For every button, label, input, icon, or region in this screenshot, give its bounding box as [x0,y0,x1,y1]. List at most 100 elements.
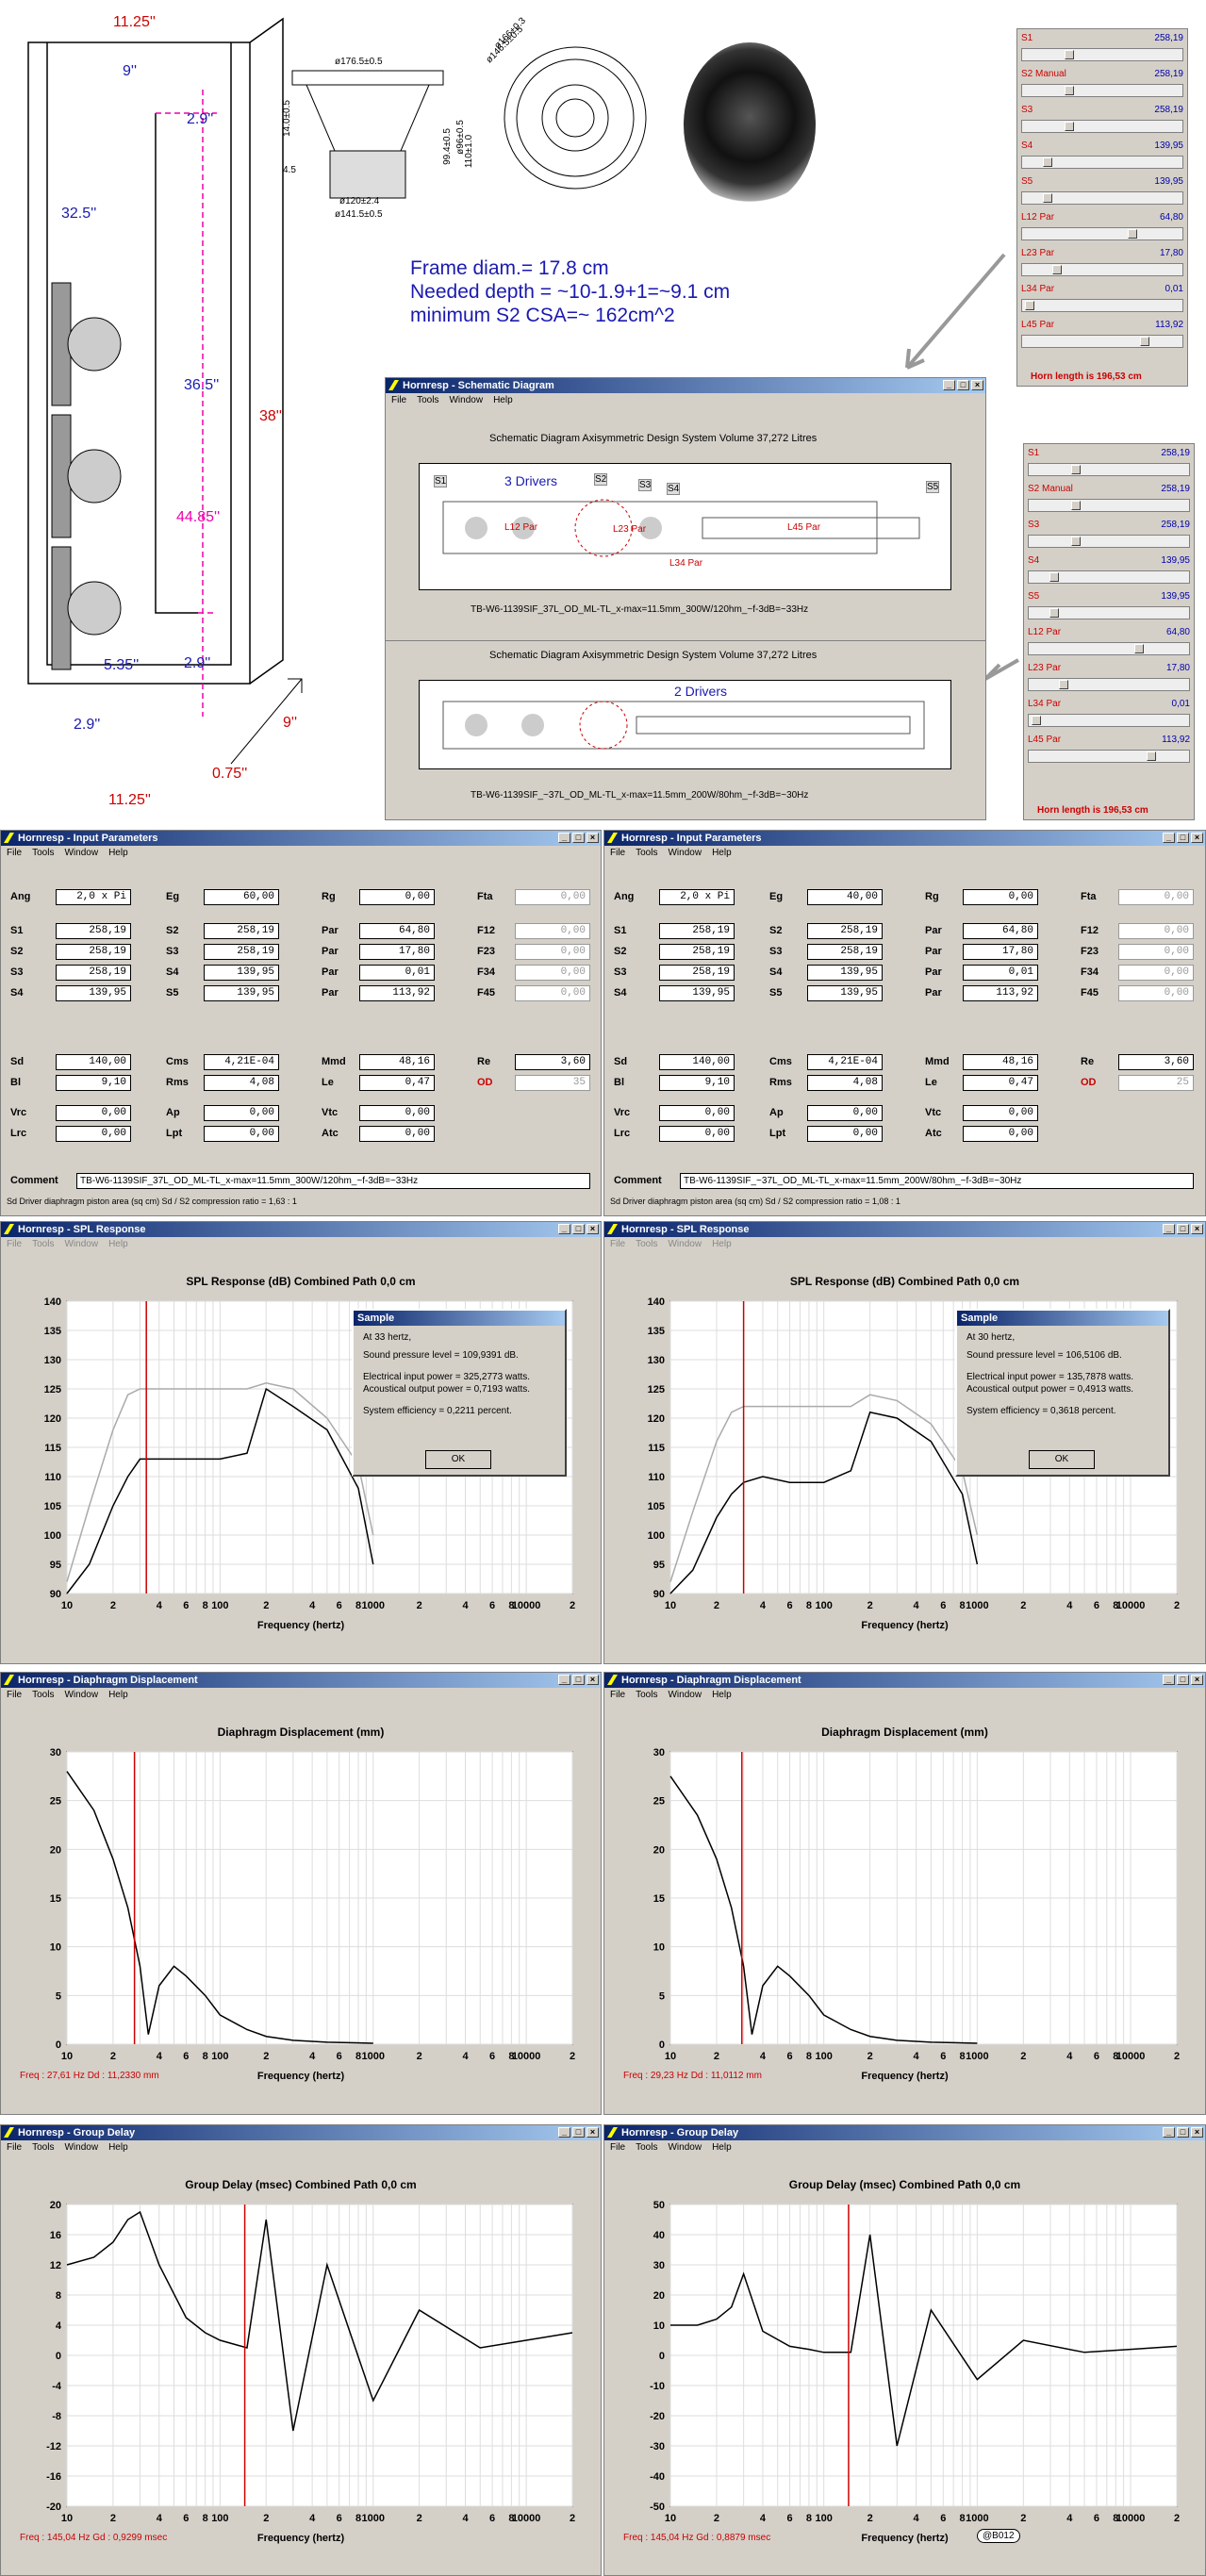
slider-track[interactable] [1028,606,1190,619]
close-icon[interactable]: × [586,1224,599,1234]
field-s5p[interactable]: 113,92 [359,985,435,1001]
field-eg[interactable]: 60,00 [204,889,279,905]
menu-file[interactable]: File [610,1239,626,1249]
slider-track[interactable] [1021,156,1183,169]
slider-thumb[interactable] [1128,229,1137,239]
minimize-icon[interactable]: _ [558,1675,570,1685]
field-s3[interactable]: 258,19 [204,944,279,960]
slider-thumb[interactable] [1064,50,1074,59]
field-f23[interactable]: 0,00 [1118,944,1194,960]
field-le[interactable]: 0,47 [963,1075,1038,1091]
slider-thumb[interactable] [1043,193,1053,203]
comment-field[interactable]: TB-W6-1139SIF_~37L_OD_ML-TL_x-max=11.5mm… [680,1173,1194,1189]
field-ap[interactable]: 0,00 [807,1105,883,1121]
field-eg[interactable]: 40,00 [807,889,883,905]
menu-tools[interactable]: Tools [636,848,658,858]
slider-thumb[interactable] [1070,537,1081,546]
slider-track[interactable] [1021,227,1183,240]
field-s2b[interactable]: 258,19 [56,944,131,960]
slider-thumb[interactable] [1032,716,1042,725]
field-re[interactable]: 3,60 [515,1054,590,1070]
maximize-icon[interactable]: □ [1177,833,1189,843]
menu-file[interactable]: File [7,848,23,858]
slider-thumb[interactable] [1139,337,1149,346]
menu-file[interactable]: File [7,2142,23,2153]
slider-track[interactable] [1028,463,1190,476]
field-s5[interactable]: 139,95 [204,985,279,1001]
comment-field[interactable]: TB-W6-1139SIF_37L_OD_ML-TL_x-max=11.5mm_… [76,1173,590,1189]
menu-help[interactable]: Help [712,1239,732,1249]
slider-track[interactable] [1028,678,1190,691]
field-s5[interactable]: 139,95 [807,985,883,1001]
ok-button[interactable]: OK [425,1450,491,1469]
field-sd[interactable]: 140,00 [56,1054,131,1070]
slider-thumb[interactable] [1049,608,1060,618]
slider-track[interactable] [1028,642,1190,655]
field-s4[interactable]: 139,95 [807,965,883,981]
field-rms[interactable]: 4,08 [204,1075,279,1091]
field-s2[interactable]: 258,19 [204,923,279,939]
close-icon[interactable]: × [586,1675,599,1685]
field-s4p[interactable]: 0,01 [963,965,1038,981]
slider-thumb[interactable] [1134,644,1144,653]
menu-help[interactable]: Help [108,1239,128,1249]
menu-tools[interactable]: Tools [636,1239,658,1249]
field-s1[interactable]: 258,19 [56,923,131,939]
field-s3p[interactable]: 17,80 [359,944,435,960]
field-f34[interactable]: 0,00 [1118,965,1194,981]
minimize-icon[interactable]: _ [1163,833,1175,843]
slider-track[interactable] [1028,714,1190,727]
field-lrc[interactable]: 0,00 [659,1126,735,1142]
field-s3[interactable]: 258,19 [807,944,883,960]
menu-help[interactable]: Help [712,848,732,858]
maximize-icon[interactable]: □ [572,2127,585,2138]
field-f34[interactable]: 0,00 [515,965,590,981]
menu-help[interactable]: Help [712,1690,732,1700]
slider-track[interactable] [1021,191,1183,205]
menu-tools[interactable]: Tools [636,1690,658,1700]
slider-thumb[interactable] [1049,572,1060,582]
minimize-icon[interactable]: _ [1163,1224,1175,1234]
slider-thumb[interactable] [1052,265,1062,274]
slider-thumb[interactable] [1064,122,1074,131]
field-s2b[interactable]: 258,19 [659,944,735,960]
minimize-icon[interactable]: _ [943,380,955,390]
slider-track[interactable] [1028,750,1190,763]
menu-window[interactable]: Window [668,1690,702,1700]
menu-tools[interactable]: Tools [417,395,439,405]
slider-track[interactable] [1028,499,1190,512]
close-icon[interactable]: × [1191,1675,1203,1685]
close-icon[interactable]: × [971,380,983,390]
field-bl[interactable]: 9,10 [56,1075,131,1091]
slider-thumb[interactable] [1070,465,1081,474]
slider-thumb[interactable] [1043,157,1053,167]
maximize-icon[interactable]: □ [1177,1224,1189,1234]
field-vrc[interactable]: 0,00 [56,1105,131,1121]
field-re[interactable]: 3,60 [1118,1054,1194,1070]
menu-help[interactable]: Help [712,2142,732,2153]
menu-help[interactable]: Help [108,848,128,858]
maximize-icon[interactable]: □ [957,380,969,390]
field-bl[interactable]: 9,10 [659,1075,735,1091]
menu-window[interactable]: Window [668,1239,702,1249]
field-lpt[interactable]: 0,00 [807,1126,883,1142]
slider-track[interactable] [1028,570,1190,584]
field-s4b[interactable]: 139,95 [56,985,131,1001]
slider-track[interactable] [1021,299,1183,312]
slider-thumb[interactable] [1059,680,1068,689]
menu-file[interactable]: File [7,1239,23,1249]
field-s2p[interactable]: 64,80 [359,923,435,939]
minimize-icon[interactable]: _ [558,2127,570,2138]
field-cms[interactable]: 4,21E-04 [204,1054,279,1070]
slider-thumb[interactable] [1146,751,1156,761]
maximize-icon[interactable]: □ [572,833,585,843]
menu-window[interactable]: Window [64,848,99,858]
field-f23[interactable]: 0,00 [515,944,590,960]
field-s5p[interactable]: 113,92 [963,985,1038,1001]
minimize-icon[interactable]: _ [558,833,570,843]
maximize-icon[interactable]: □ [572,1224,585,1234]
menu-window[interactable]: Window [64,2142,99,2153]
field-ap[interactable]: 0,00 [204,1105,279,1121]
field-f45[interactable]: 0,00 [1118,985,1194,1001]
ok-button[interactable]: OK [1029,1450,1095,1469]
